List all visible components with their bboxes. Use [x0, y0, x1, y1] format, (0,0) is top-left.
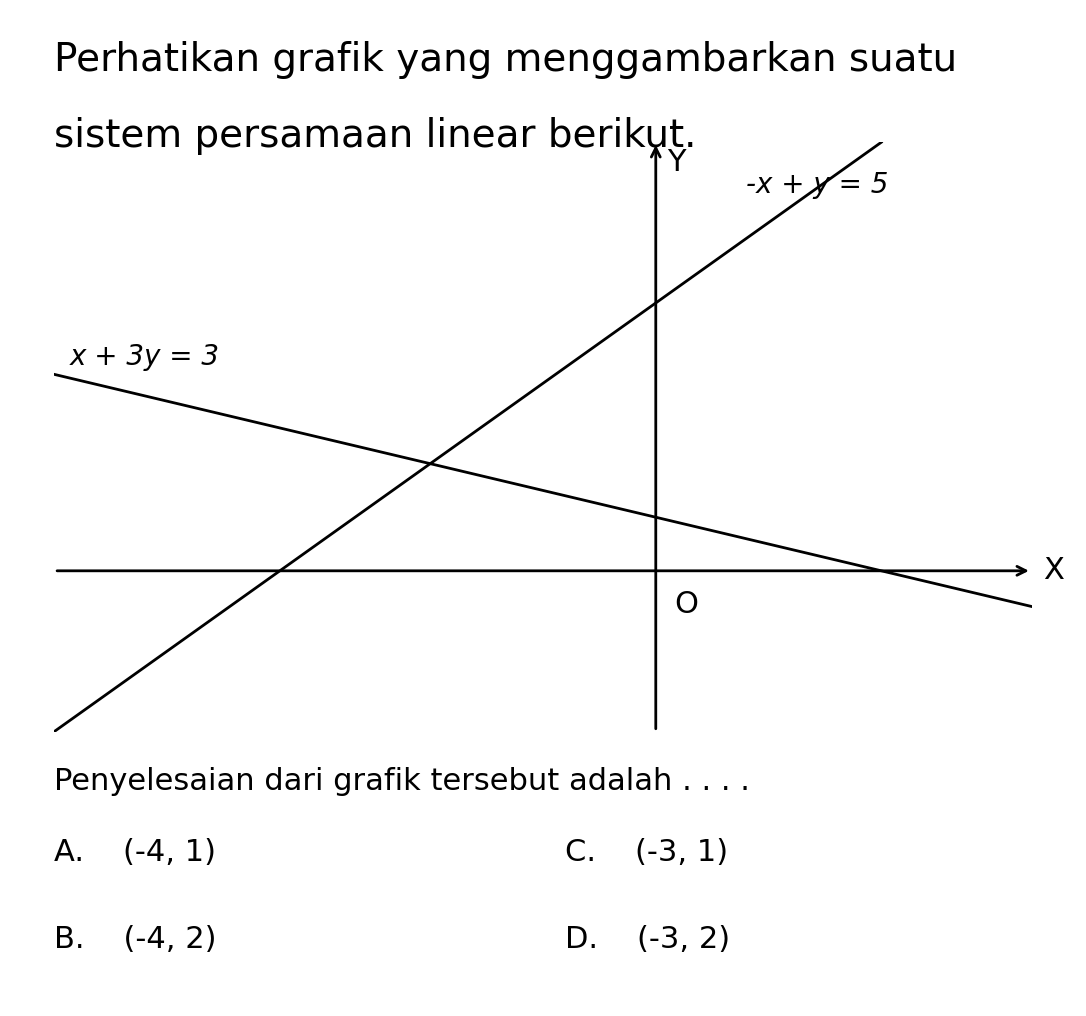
Text: sistem persamaan linear berikut.: sistem persamaan linear berikut. [54, 117, 697, 154]
Text: x + 3y = 3: x + 3y = 3 [70, 342, 219, 371]
Text: -x + y = 5: -x + y = 5 [746, 171, 888, 199]
Text: C.    (-3, 1): C. (-3, 1) [565, 838, 728, 868]
Text: X: X [1043, 557, 1064, 585]
Text: O: O [674, 589, 698, 619]
Text: Y: Y [667, 147, 685, 177]
Text: D.    (-3, 2): D. (-3, 2) [565, 925, 730, 954]
Text: Penyelesaian dari grafik tersebut adalah . . . .: Penyelesaian dari grafik tersebut adalah… [54, 767, 750, 797]
Text: B.    (-4, 2): B. (-4, 2) [54, 925, 217, 954]
Text: Perhatikan grafik yang menggambarkan suatu: Perhatikan grafik yang menggambarkan sua… [54, 41, 958, 78]
Text: A.    (-4, 1): A. (-4, 1) [54, 838, 216, 868]
